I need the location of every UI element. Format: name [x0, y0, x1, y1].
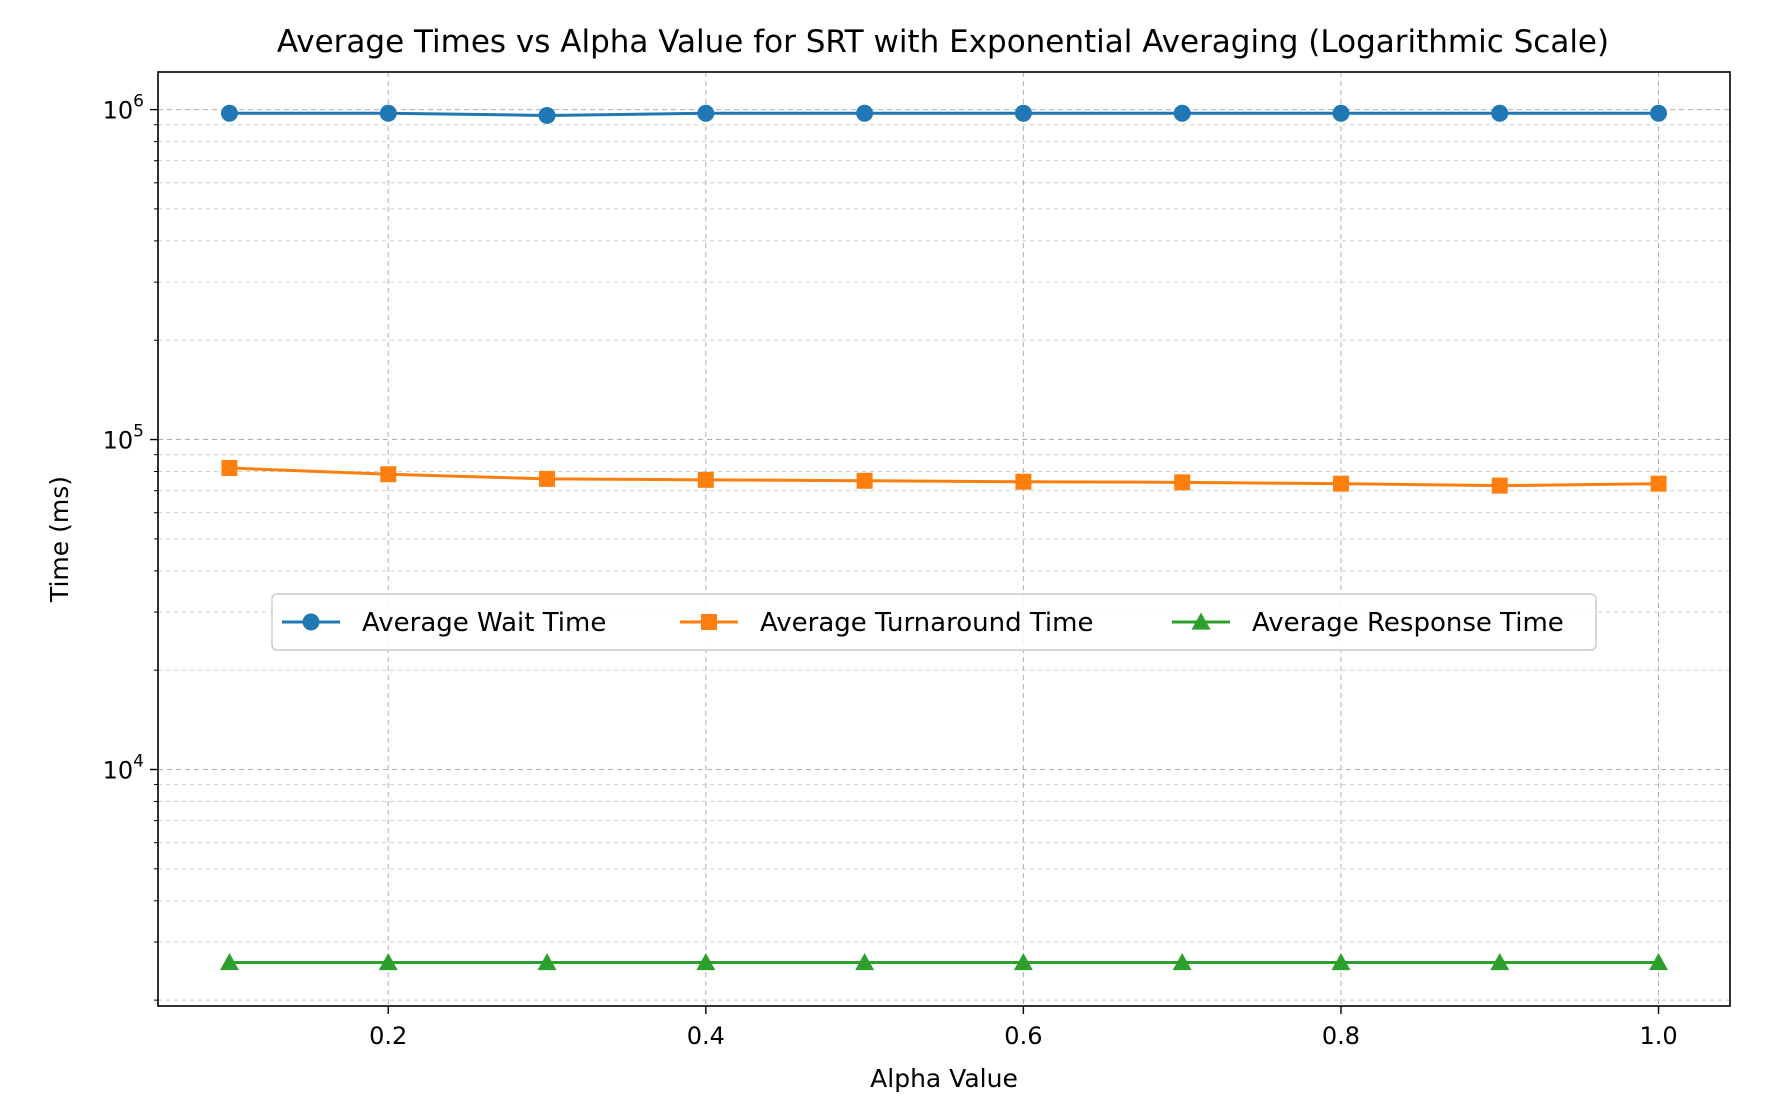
data-point [220, 104, 238, 122]
data-point [219, 953, 239, 971]
data-point [855, 953, 875, 971]
legend-label: Average Response Time [1252, 608, 1564, 638]
data-point [1491, 477, 1508, 494]
x-tick-label: 0.8 [1322, 1022, 1360, 1050]
data-point [221, 459, 238, 476]
data-point [696, 953, 716, 971]
series-square [221, 459, 1667, 494]
data-point [1332, 104, 1350, 122]
x-tick-label: 0.6 [1004, 1022, 1042, 1050]
data-point [1013, 953, 1033, 971]
legend-label: Average Wait Time [362, 608, 606, 638]
y-tick-label: 104 [103, 752, 144, 785]
legend-marker [701, 614, 717, 630]
legend-marker [1191, 612, 1211, 630]
x-tick-label: 0.2 [369, 1022, 407, 1050]
legend-item: Average Response Time [1172, 608, 1564, 638]
y-axis-label: Time (ms) [45, 476, 74, 603]
data-point [378, 953, 398, 971]
data-point [1650, 104, 1668, 122]
data-point [697, 104, 715, 122]
data-point [1491, 104, 1509, 122]
data-point [537, 953, 557, 971]
data-point [1173, 104, 1191, 122]
legend-item: Average Turnaround Time [680, 608, 1093, 638]
series-line [229, 111, 1659, 117]
data-point [379, 104, 397, 122]
legend: Average Wait Time Average Turnaround Time… [271, 593, 1597, 651]
data-point [539, 470, 556, 487]
legend-label: Average Turnaround Time [760, 608, 1093, 638]
axis-ticks: 104 105 106 0.2 0.4 0.6 0.8 1.0 [103, 92, 1678, 1050]
x-tick-label: 0.4 [687, 1022, 725, 1050]
x-tick-label: 1.0 [1639, 1022, 1677, 1050]
data-point [856, 472, 873, 489]
data-point [1650, 475, 1667, 492]
y-tick-label: 106 [103, 92, 144, 125]
x-axis-label: Alpha Value [870, 1064, 1018, 1093]
chart-title: Average Times vs Alpha Value for SRT wit… [277, 24, 1609, 60]
data-point [856, 104, 874, 122]
legend-item: Average Wait Time [282, 608, 606, 638]
legend-box [271, 593, 1597, 651]
data-point [1331, 953, 1351, 971]
y-tick-label: 105 [103, 422, 144, 455]
data-point [1174, 474, 1191, 491]
grid-lines [158, 72, 1730, 1006]
series-circle [220, 104, 1668, 124]
data-point [1014, 104, 1032, 122]
data-point [1332, 475, 1349, 492]
series-triangle [219, 953, 1669, 971]
data-point [1490, 953, 1510, 971]
data-point [1172, 953, 1192, 971]
legend-marker [302, 613, 320, 631]
data-point [538, 106, 556, 124]
data-point [1649, 953, 1669, 971]
series-line [229, 466, 1659, 488]
data-point [697, 471, 714, 488]
series-layer [219, 104, 1669, 971]
data-point [380, 466, 397, 483]
data-point [1015, 473, 1032, 490]
